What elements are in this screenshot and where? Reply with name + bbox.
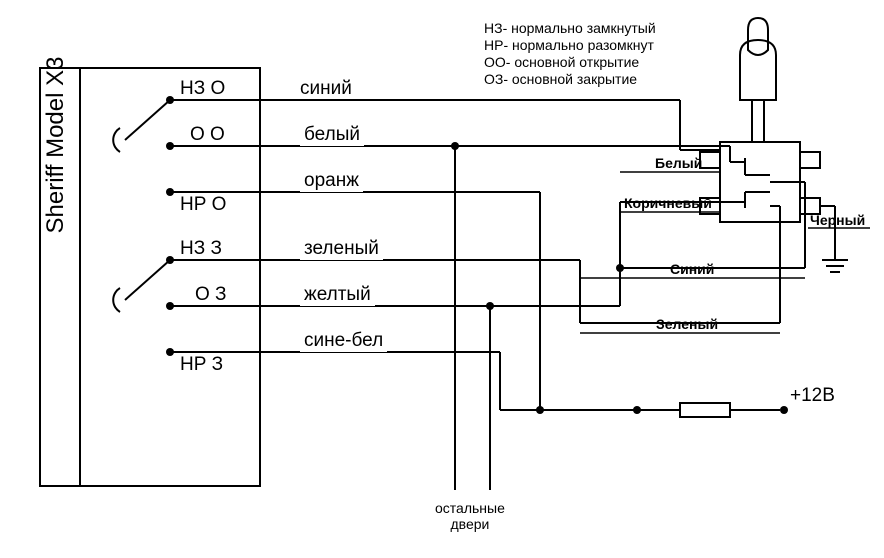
wire-label-blue: синий	[300, 78, 352, 100]
fuse	[680, 403, 730, 417]
wire-label-orange: оранж	[300, 170, 363, 192]
terminal-label-oo: О О	[190, 124, 225, 146]
terminal-label-np3: НР З	[180, 354, 223, 376]
terminal-label-npo: НР О	[180, 194, 226, 216]
terminal-label-nz3: НЗ З	[180, 238, 222, 260]
legend-nz: НЗ- нормально замкнутый	[484, 20, 656, 36]
power-terminal	[780, 406, 788, 414]
terminal-label-o3: О З	[195, 284, 227, 306]
legend-oz: ОЗ- основной закрытие	[484, 71, 637, 87]
other-doors-label: остальные двери	[435, 500, 505, 532]
device-name: Sheriff Model X3	[42, 15, 70, 275]
actuator-label-white: Белый	[655, 155, 702, 171]
wire-label-white: белый	[300, 124, 364, 146]
power-label: +12В	[790, 385, 835, 407]
actuator-label-blue: Синий	[670, 261, 714, 277]
actuator-motor	[700, 18, 820, 222]
actuator-label-green: Зеленый	[656, 316, 718, 332]
actuator-label-brown: Коричневый	[624, 195, 712, 211]
actuator-label-black: Черный	[810, 212, 865, 228]
wire-label-green: зеленый	[300, 238, 383, 260]
wiring-diagram	[0, 0, 884, 558]
wire-label-bluewhite: сине-бел	[300, 330, 387, 352]
legend-np: НР- нормально разомкнут	[484, 37, 654, 53]
terminal-label-nzo: НЗ О	[180, 78, 225, 100]
legend-oo: ОО- основной открытие	[484, 54, 639, 70]
wire-label-yellow: желтый	[300, 284, 375, 306]
